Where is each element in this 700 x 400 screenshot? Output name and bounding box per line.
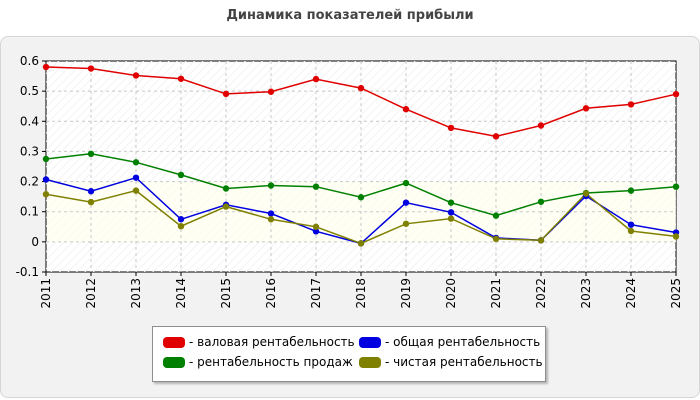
x-tick-label: 2025: [669, 278, 683, 309]
data-point-s4: [177, 222, 185, 230]
data-point-s1: [582, 105, 590, 112]
legend-swatch: [359, 336, 381, 348]
legend-swatch: [163, 336, 185, 348]
data-point-s4: [402, 220, 410, 227]
data-point-s2: [402, 199, 410, 206]
y-tick-label: 0.1: [20, 205, 39, 219]
legend-swatch: [359, 356, 381, 368]
data-point-s1: [267, 88, 275, 95]
data-point-s3: [177, 171, 185, 179]
data-point-s1: [177, 75, 185, 82]
x-tick-label: 2016: [264, 278, 278, 309]
data-point-s2: [177, 216, 185, 223]
data-point-s1: [312, 75, 320, 83]
y-tick-label: 0.5: [20, 84, 39, 98]
data-point-s3: [537, 198, 545, 205]
data-point-s1: [222, 90, 230, 98]
data-point-s3: [357, 194, 365, 201]
data-point-s3: [492, 212, 500, 219]
data-point-s1: [492, 133, 500, 140]
data-point-s4: [312, 223, 320, 230]
data-point-s3: [402, 179, 410, 187]
data-point-s4: [492, 235, 500, 243]
data-point-s4: [42, 191, 50, 198]
data-point-s1: [42, 63, 50, 71]
data-point-s3: [627, 187, 635, 194]
legend-item: - валовая рентабельность: [163, 333, 355, 351]
y-tick-label: -0.1: [16, 265, 39, 279]
data-point-s3: [672, 183, 680, 190]
legend-label: - валовая рентабельность: [189, 335, 355, 349]
legend-label: - рентабельность продаж: [189, 355, 353, 369]
data-point-s3: [312, 183, 320, 190]
data-point-s2: [312, 228, 320, 235]
data-point-s2: [87, 188, 95, 195]
data-point-s1: [402, 106, 410, 113]
series-lines: [42, 63, 680, 247]
data-point-s4: [672, 233, 680, 240]
data-point-s1: [87, 65, 95, 72]
data-point-s4: [357, 240, 365, 247]
data-point-s2: [132, 174, 140, 181]
data-point-s3: [132, 159, 140, 166]
legend: - валовая рентабельность - общая рентабел…: [152, 326, 546, 382]
data-point-s4: [627, 227, 635, 235]
legend-swatch: [163, 356, 185, 368]
data-point-s1: [357, 84, 365, 92]
data-point-s2: [627, 221, 635, 228]
x-tick-label: 2013: [129, 278, 143, 309]
x-tick-label: 2022: [534, 278, 548, 309]
y-tick-label: 0.6: [20, 54, 39, 68]
data-point-s2: [267, 210, 275, 217]
legend-label: - общая рентабельность: [385, 335, 541, 349]
x-tick-label: 2017: [309, 278, 323, 309]
data-point-s1: [447, 124, 455, 132]
y-tick-label: 0: [31, 235, 39, 249]
data-point-s4: [222, 203, 230, 210]
x-tick-label: 2023: [579, 278, 593, 309]
x-tick-label: 2012: [84, 278, 98, 309]
y-tick-label: 0.3: [20, 144, 39, 158]
legend-label: - чистая рентабельность: [385, 355, 543, 369]
data-point-s3: [447, 199, 455, 206]
x-tick-label: 2011: [39, 278, 53, 309]
data-point-s2: [42, 176, 50, 183]
data-point-s4: [87, 198, 95, 206]
y-tick-label: 0.2: [20, 175, 39, 189]
y-tick-label: 0.4: [20, 114, 39, 128]
data-point-s4: [447, 215, 455, 222]
x-tick-label: 2021: [489, 278, 503, 309]
data-point-s4: [267, 216, 275, 223]
legend-item: - общая рентабельность: [359, 333, 540, 351]
x-tick-label: 2014: [174, 278, 188, 309]
x-tick-label: 2018: [354, 278, 368, 309]
data-point-s3: [42, 155, 50, 163]
data-point-s3: [267, 182, 275, 189]
legend-item: - чистая рентабельность: [359, 353, 543, 371]
data-point-s3: [87, 150, 95, 158]
data-point-s1: [132, 72, 140, 79]
data-point-s4: [537, 237, 545, 244]
data-point-s4: [582, 190, 590, 197]
x-tick-label: 2015: [219, 278, 233, 309]
data-point-s3: [222, 185, 230, 192]
data-point-s2: [447, 209, 455, 216]
data-point-s1: [627, 101, 635, 108]
x-tick-label: 2024: [624, 278, 638, 309]
data-point-s4: [132, 187, 140, 194]
legend-item: - рентабельность продаж: [163, 353, 353, 371]
x-tick-label: 2020: [444, 278, 458, 309]
data-point-s1: [537, 122, 545, 129]
data-point-s1: [672, 90, 680, 98]
chart-title: Динамика показателей прибыли: [226, 8, 474, 23]
x-tick-label: 2019: [399, 278, 413, 309]
